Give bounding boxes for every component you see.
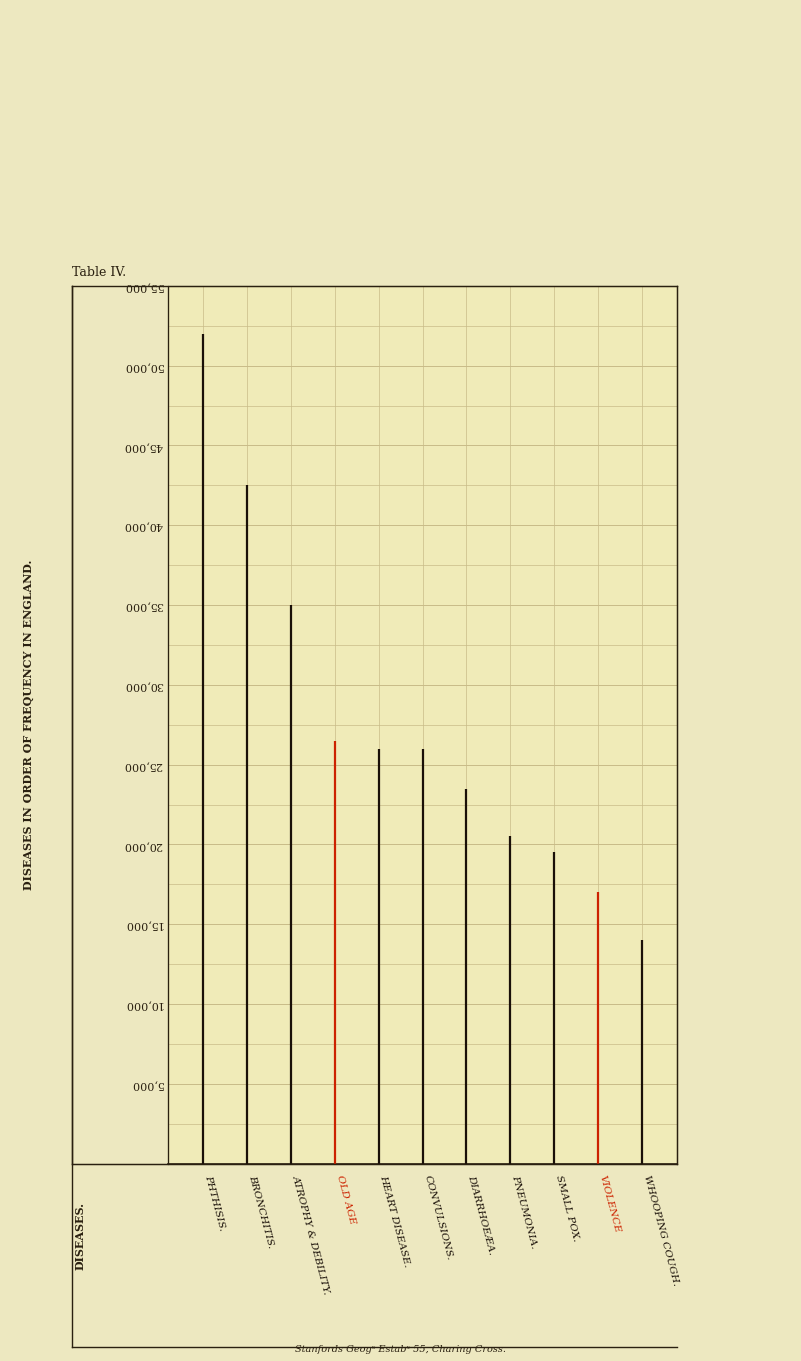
Text: PNEUMONIA.: PNEUMONIA.	[510, 1173, 538, 1249]
Text: HEART DISEASE.: HEART DISEASE.	[379, 1173, 412, 1267]
Text: DISEASES.: DISEASES.	[74, 1202, 86, 1270]
Text: OLD AGE: OLD AGE	[335, 1173, 356, 1225]
Text: PHTHISIS.: PHTHISIS.	[203, 1173, 227, 1232]
Text: Stanfords Geogˣ Estabˣ 55, Charing Cross.: Stanfords Geogˣ Estabˣ 55, Charing Cross…	[295, 1345, 506, 1354]
Text: WHOOPING COUGH.: WHOOPING COUGH.	[642, 1173, 680, 1286]
Text: VIOLENCE: VIOLENCE	[598, 1173, 622, 1233]
Text: DISEASES IN ORDER OF FREQUENCY IN ENGLAND.: DISEASES IN ORDER OF FREQUENCY IN ENGLAN…	[22, 559, 34, 890]
Text: SMALL POX.: SMALL POX.	[554, 1173, 581, 1243]
Text: BRONCHITIS.: BRONCHITIS.	[248, 1173, 276, 1249]
Text: Table IV.: Table IV.	[72, 265, 127, 279]
Text: DIARRHOEÆA.: DIARRHOEÆA.	[466, 1173, 497, 1255]
Text: CONVULSIONS.: CONVULSIONS.	[423, 1173, 454, 1260]
Text: ATROPHY & DEBILITY.: ATROPHY & DEBILITY.	[291, 1173, 332, 1294]
